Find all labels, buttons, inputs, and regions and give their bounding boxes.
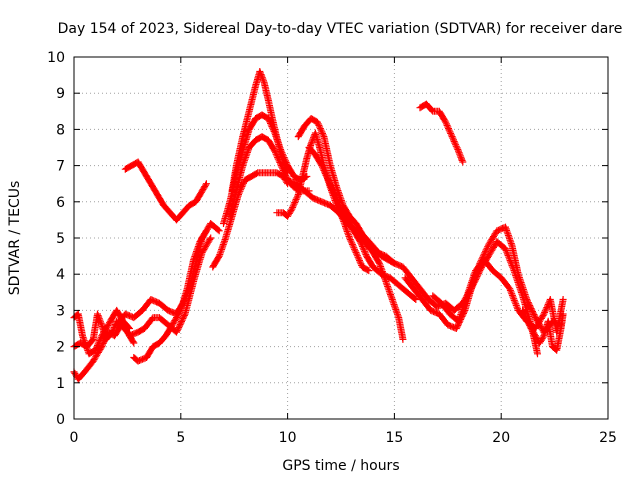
series-markers — [519, 306, 567, 354]
series-track-19 — [519, 306, 567, 354]
series-markers — [121, 158, 210, 224]
series-track-20 — [416, 100, 467, 166]
series-markers — [226, 133, 313, 220]
x-tick-label: 5 — [176, 430, 185, 446]
y-tick-label: 0 — [56, 412, 65, 428]
y-tick-label: 7 — [56, 159, 65, 175]
series-track-10 — [226, 133, 313, 220]
y-axis-label: SDTVAR / TECUs — [7, 181, 23, 296]
axis-ticks: 0 5 10 15 20 25 0 1 2 3 4 5 6 7 8 9 10 — [47, 50, 617, 446]
series-markers — [429, 256, 567, 336]
y-tick-label: 3 — [56, 303, 65, 319]
data-points — [70, 68, 567, 383]
series-track-4 — [121, 158, 210, 224]
y-tick-label: 8 — [56, 122, 65, 138]
series-markers — [416, 100, 467, 166]
series-track-7 — [126, 234, 215, 340]
x-tick-label: 0 — [70, 430, 79, 446]
y-tick-label: 6 — [56, 195, 65, 211]
y-tick-label: 9 — [56, 86, 65, 102]
x-tick-label: 20 — [492, 430, 510, 446]
x-tick-label: 15 — [385, 430, 403, 446]
x-tick-label: 10 — [279, 430, 297, 446]
series-track-15 — [305, 144, 420, 303]
y-tick-label: 4 — [56, 267, 65, 283]
series-markers — [130, 227, 210, 365]
series-track-6 — [130, 227, 210, 365]
series-markers — [305, 144, 420, 303]
y-tick-label: 2 — [56, 340, 65, 356]
chart-title: Day 154 of 2023, Sidereal Day-to-day VTE… — [58, 21, 623, 37]
series-markers — [126, 234, 215, 340]
series-track-18 — [429, 256, 567, 336]
y-tick-label: 10 — [47, 50, 65, 66]
x-axis-label: GPS time / hours — [282, 458, 399, 474]
x-tick-label: 25 — [599, 430, 617, 446]
y-tick-label: 5 — [56, 231, 65, 247]
series-markers — [228, 68, 292, 195]
series-track-11 — [228, 68, 292, 195]
y-tick-label: 1 — [56, 376, 65, 392]
